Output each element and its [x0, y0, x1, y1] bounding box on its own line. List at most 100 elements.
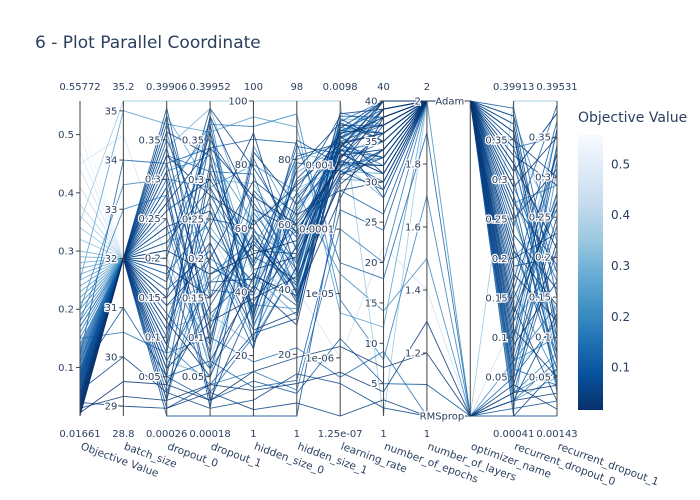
tick-label: 0.1: [492, 333, 508, 344]
colorbar-tick-label: 0.5: [611, 157, 630, 171]
tick-label: 1e-05: [305, 289, 334, 300]
trial-line: [79, 100, 558, 411]
tick-label: Adam: [435, 97, 464, 108]
tick-label: 20: [235, 351, 248, 362]
tick-label: 40: [365, 97, 378, 108]
trial-line: [79, 306, 558, 417]
tick-label: 0.05: [529, 373, 551, 384]
range-max-label: 0.39531: [536, 82, 577, 93]
colorbar-tick-label: 0.2: [611, 310, 630, 324]
tick-label: 0.05: [182, 372, 204, 383]
tick-label: 1.8: [405, 160, 421, 171]
range-min-label: 1.25e-07: [318, 429, 363, 440]
tick-label: 80: [278, 155, 291, 166]
tick-label: 0.0001: [299, 225, 334, 236]
tick-label: 0.001: [306, 160, 335, 171]
tick-label: 0.2: [492, 254, 508, 265]
range-max-label: 0.39906: [146, 82, 187, 93]
trial-line: [79, 100, 558, 401]
tick-label: 0.05: [138, 372, 160, 383]
trial-line: [79, 100, 558, 386]
trial-line: [79, 100, 558, 402]
tick-label: 0.2: [535, 253, 551, 264]
tick-label: 40: [278, 285, 291, 296]
range-min-label: 1: [250, 429, 256, 440]
range-max-label: 35.2: [112, 82, 134, 93]
tick-label: 2: [415, 97, 421, 108]
tick-label: 34: [105, 156, 118, 167]
colorbar-tick-label: 0.1: [611, 361, 630, 375]
tick-label: 1e-06: [305, 353, 334, 364]
tick-label: 0.3: [535, 173, 551, 184]
trial-line: [79, 100, 558, 400]
range-max-label: 2: [424, 82, 430, 93]
trial-line: [79, 134, 558, 418]
range-min-label: 0.00018: [189, 429, 230, 440]
tick-label: 0.35: [529, 133, 551, 144]
tick-label: 60: [235, 224, 248, 235]
range-min-label: 1: [380, 429, 386, 440]
range-max-label: 0.39952: [189, 82, 230, 93]
tick-label: 33: [105, 205, 118, 216]
tick-label: 0.25: [182, 214, 204, 225]
chart-title: 6 - Plot Parallel Coordinate: [35, 33, 261, 53]
tick-label: 0.1: [535, 333, 551, 344]
colorbar-gradient: [578, 135, 603, 410]
range-min-label: 0.00026: [146, 429, 187, 440]
trial-line: [79, 100, 558, 409]
tick-label: 0.25: [138, 214, 160, 225]
tick-label: 31: [105, 303, 118, 314]
range-min-label: 28.8: [112, 429, 134, 440]
range-max-label: 98: [290, 82, 303, 93]
trial-line: [79, 100, 558, 415]
trial-line: [79, 100, 558, 407]
trial-line: [79, 100, 558, 408]
trial-line: [79, 356, 558, 417]
tick-label: 10: [365, 339, 378, 350]
range-max-label: 100: [244, 82, 263, 93]
trial-line: [79, 384, 558, 417]
colorbar: 0.1 0.2 0.3 0.4 0.5: [578, 135, 630, 410]
tick-label: 0.15: [182, 293, 204, 304]
tick-label: 0.3: [188, 175, 204, 186]
tick-label: 0.1: [188, 333, 204, 344]
tick-label: 0.4: [58, 188, 74, 199]
tick-label: 35: [105, 106, 118, 117]
range-min-label: 1: [424, 429, 430, 440]
tick-label: 35: [365, 137, 378, 148]
tick-label: 0.25: [485, 214, 507, 225]
trial-line: [79, 100, 558, 391]
tick-label: 0.2: [145, 254, 161, 265]
tick-label: 0.1: [58, 363, 74, 374]
trial-line: [79, 100, 558, 409]
colorbar-tick-label: 0.3: [611, 259, 630, 273]
trial-line: [79, 346, 558, 417]
range-max-label: 0.39913: [493, 82, 534, 93]
tick-label: 0.3: [58, 247, 74, 258]
tick-label: 0.35: [182, 136, 204, 147]
tick-label: 0.25: [529, 213, 551, 224]
trial-line: [79, 100, 558, 406]
tick-label: 0.15: [529, 293, 551, 304]
tick-label: 0.2: [58, 305, 74, 316]
colorbar-title: Objective Value: [578, 110, 688, 126]
trial-line: [79, 100, 558, 412]
axis-dropout-0: 0.050.10.150.20.250.30.350.399060.00026d…: [137, 82, 219, 470]
range-min-label: 0.01661: [59, 429, 100, 440]
range-min-label: 0.00143: [536, 429, 577, 440]
colorbar-tick-label: 0.4: [611, 208, 630, 222]
tick-label: 25: [365, 218, 378, 229]
trial-line: [79, 100, 558, 372]
range-max-label: 0.55772: [59, 82, 100, 93]
tick-label: RMSprop: [420, 412, 465, 423]
trial-line: [79, 100, 558, 394]
tick-label: 0.3: [145, 175, 161, 186]
tick-label: 1.2: [405, 349, 421, 360]
tick-label: 80: [235, 160, 248, 171]
tick-label: 15: [365, 298, 378, 309]
trial-line: [79, 100, 558, 413]
trial-line: [79, 100, 558, 414]
